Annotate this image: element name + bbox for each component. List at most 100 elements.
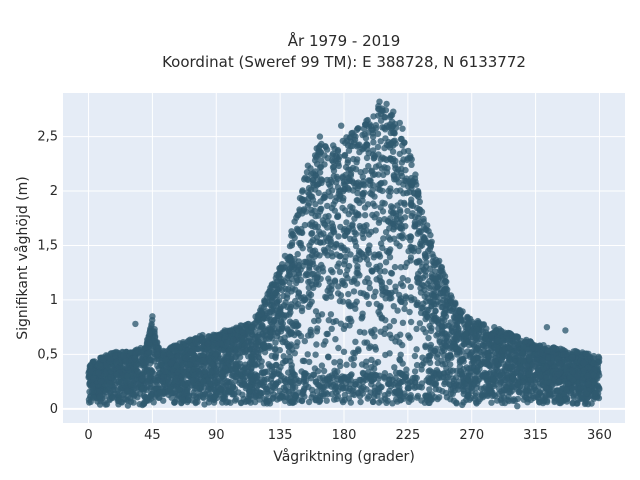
data-point (366, 284, 373, 292)
data-point (272, 289, 279, 297)
data-point (360, 227, 367, 235)
chart-title-line-1: År 1979 - 2019 (288, 31, 401, 50)
data-point (336, 153, 343, 160)
data-point (403, 366, 410, 373)
data-point (584, 372, 591, 379)
data-point (272, 339, 279, 346)
data-point (356, 328, 364, 336)
data-point (314, 180, 322, 188)
data-point (352, 238, 359, 245)
data-point (365, 177, 372, 184)
data-point (344, 274, 351, 282)
data-point (373, 263, 380, 271)
data-point (427, 327, 435, 335)
data-point (277, 363, 284, 371)
data-point (418, 242, 426, 249)
data-point (354, 270, 362, 277)
data-point (235, 343, 242, 351)
data-point (485, 353, 493, 360)
data-point (527, 376, 534, 384)
data-point (396, 150, 403, 158)
data-point (362, 167, 369, 175)
data-point (345, 315, 352, 323)
data-point (323, 397, 330, 404)
data-point (568, 367, 576, 375)
data-point (323, 146, 331, 153)
data-point (347, 166, 354, 173)
data-point (374, 143, 382, 151)
data-point (422, 342, 429, 349)
data-point (388, 124, 396, 131)
data-point (453, 374, 460, 381)
data-point (411, 368, 419, 375)
data-point (318, 385, 325, 392)
data-point (498, 328, 505, 335)
data-point (316, 252, 323, 259)
data-point (522, 338, 529, 345)
data-point (423, 298, 430, 305)
data-point (378, 165, 386, 172)
data-point (124, 372, 131, 380)
data-point (363, 141, 371, 148)
data-point (563, 386, 570, 393)
data-point (359, 191, 367, 198)
data-point (254, 372, 261, 380)
data-point (167, 359, 175, 367)
data-point (180, 369, 187, 376)
data-point (390, 108, 397, 115)
data-point (401, 214, 409, 221)
data-point (306, 254, 313, 261)
data-point (172, 398, 179, 405)
data-point (287, 357, 294, 365)
data-point (285, 285, 292, 293)
data-point (366, 242, 373, 249)
data-point (408, 396, 415, 403)
data-point (144, 375, 152, 382)
data-point (387, 141, 395, 148)
data-point (359, 131, 366, 139)
data-point (427, 344, 434, 351)
data-point (304, 351, 311, 358)
data-point (308, 281, 316, 288)
data-point (337, 187, 344, 194)
data-point (193, 335, 200, 343)
data-point (544, 347, 551, 354)
data-point (381, 155, 388, 162)
data-point (580, 359, 587, 367)
data-point (323, 294, 330, 302)
data-point (399, 231, 406, 239)
data-point (594, 362, 601, 369)
data-point (368, 356, 375, 363)
data-point (356, 222, 363, 230)
data-point (336, 253, 343, 260)
data-point (491, 344, 498, 351)
data-point (461, 381, 469, 388)
data-point (549, 382, 556, 389)
data-point (127, 349, 134, 356)
data-point (446, 371, 453, 378)
data-point (418, 397, 425, 404)
data-point (295, 261, 303, 269)
data-point (483, 343, 490, 350)
data-point (179, 360, 186, 368)
data-point (381, 392, 388, 399)
data-point (456, 363, 464, 370)
data-point (555, 378, 562, 386)
data-point (328, 249, 335, 257)
data-point (446, 381, 454, 389)
data-point (469, 334, 477, 341)
data-point (154, 377, 161, 384)
data-point (464, 320, 471, 327)
data-point (115, 378, 122, 386)
data-point (333, 194, 340, 201)
data-point (336, 268, 344, 275)
data-point (295, 290, 302, 297)
data-point (432, 261, 439, 269)
data-point (321, 191, 328, 198)
data-point (315, 144, 322, 151)
data-point (174, 369, 181, 376)
data-point (360, 234, 367, 242)
data-point (404, 207, 411, 215)
data-point (277, 309, 284, 316)
data-point (378, 282, 386, 289)
